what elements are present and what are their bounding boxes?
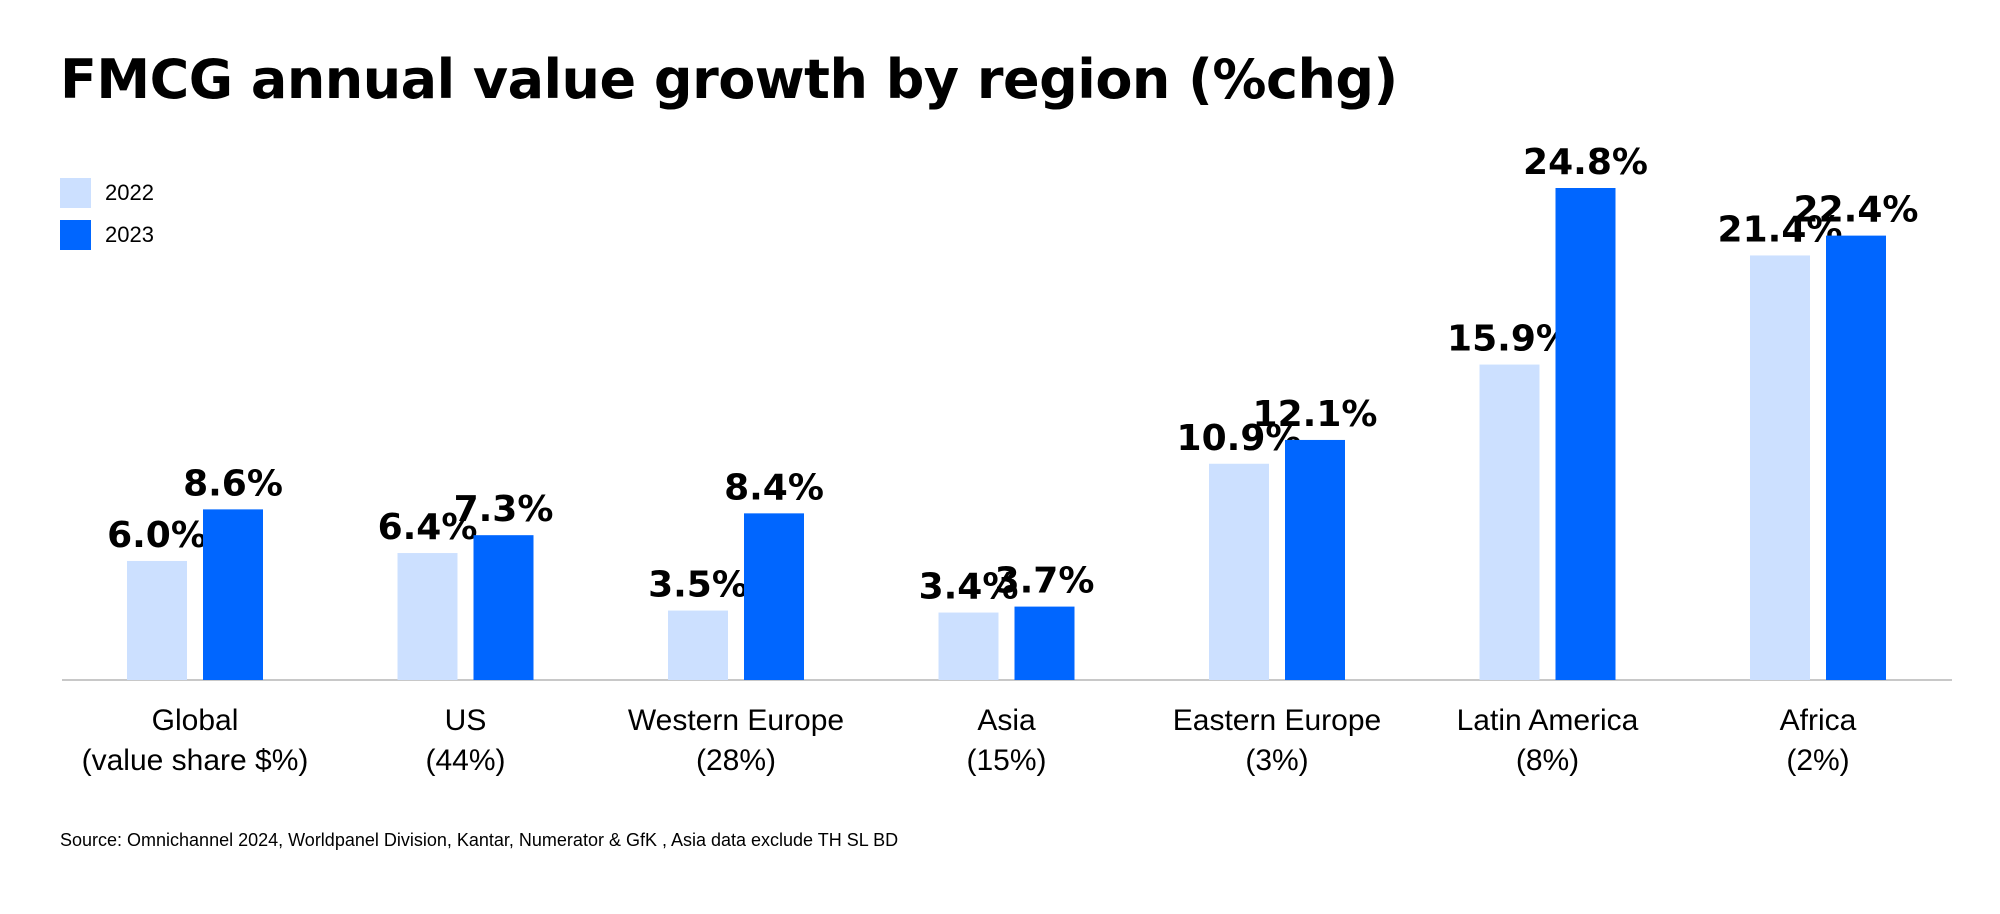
category-label-3-1: (15%): [966, 744, 1046, 777]
data-label-2022-2: 3.5%: [648, 565, 748, 606]
data-label-2023-1: 7.3%: [454, 489, 554, 530]
bar-2022-5: [1479, 364, 1540, 680]
data-label-2022-0: 6.0%: [107, 515, 207, 556]
data-label-2023-4: 12.1%: [1253, 394, 1378, 435]
bar-2023-4: [1285, 439, 1345, 680]
bar-2022-2: [668, 610, 728, 680]
bar-2023-1: [473, 535, 534, 680]
legend-item-2023: 2023: [60, 220, 154, 250]
bar-2022-6: [1750, 255, 1810, 681]
category-label-3-0: Asia: [977, 704, 1036, 737]
category-label-4-1: (3%): [1245, 744, 1308, 777]
category-label-1-0: US: [445, 704, 487, 737]
data-label-2022-1: 6.4%: [378, 507, 478, 548]
category-label-0-0: Global: [152, 704, 239, 737]
category-label-6-0: Africa: [1780, 704, 1857, 737]
data-label-2022-3: 3.4%: [919, 567, 1019, 608]
data-label-2022-5: 15.9%: [1447, 319, 1572, 360]
legend-label-2022: 2022: [105, 180, 154, 205]
bar-2022-4: [1209, 463, 1269, 680]
bar-2023-5: [1555, 188, 1616, 680]
legend-label-2023: 2023: [105, 222, 154, 247]
data-label-2023-3: 3.7%: [995, 561, 1095, 602]
legend-swatch-2023: [60, 220, 91, 250]
category-label-4-0: Eastern Europe: [1173, 704, 1381, 737]
bar-2023-2: [744, 513, 804, 680]
legend-swatch-2022: [60, 178, 91, 208]
category-label-2-1: (28%): [696, 744, 776, 777]
bar-2023-0: [203, 509, 263, 680]
data-label-2023-6: 22.4%: [1794, 190, 1919, 231]
bar-2022-0: [127, 560, 187, 680]
category-label-2-0: Western Europe: [628, 704, 844, 737]
data-label-2022-6: 21.4%: [1718, 209, 1843, 250]
category-label-1-1: (44%): [425, 744, 505, 777]
legend: 2022 2023: [60, 178, 154, 262]
legend-item-2022: 2022: [60, 178, 154, 208]
data-label-2023-2: 8.4%: [724, 467, 824, 508]
source-note: Source: Omnichannel 2024, Worldpanel Div…: [60, 830, 899, 850]
data-label-2023-0: 8.6%: [183, 463, 283, 504]
data-label-2023-5: 24.8%: [1523, 142, 1648, 183]
bar-2023-3: [1014, 606, 1075, 680]
category-label-0-1: (value share $%): [82, 744, 309, 777]
bar-2022-1: [397, 553, 458, 680]
bar-2022-3: [938, 612, 999, 680]
bar-2023-6: [1826, 235, 1886, 680]
category-label-5-1: (8%): [1516, 744, 1579, 777]
category-label-5-0: Latin America: [1457, 704, 1639, 737]
chart-title: FMCG annual value growth by region (%chg…: [60, 48, 1398, 111]
data-label-2022-4: 10.9%: [1177, 418, 1302, 459]
category-label-6-1: (2%): [1786, 744, 1849, 777]
